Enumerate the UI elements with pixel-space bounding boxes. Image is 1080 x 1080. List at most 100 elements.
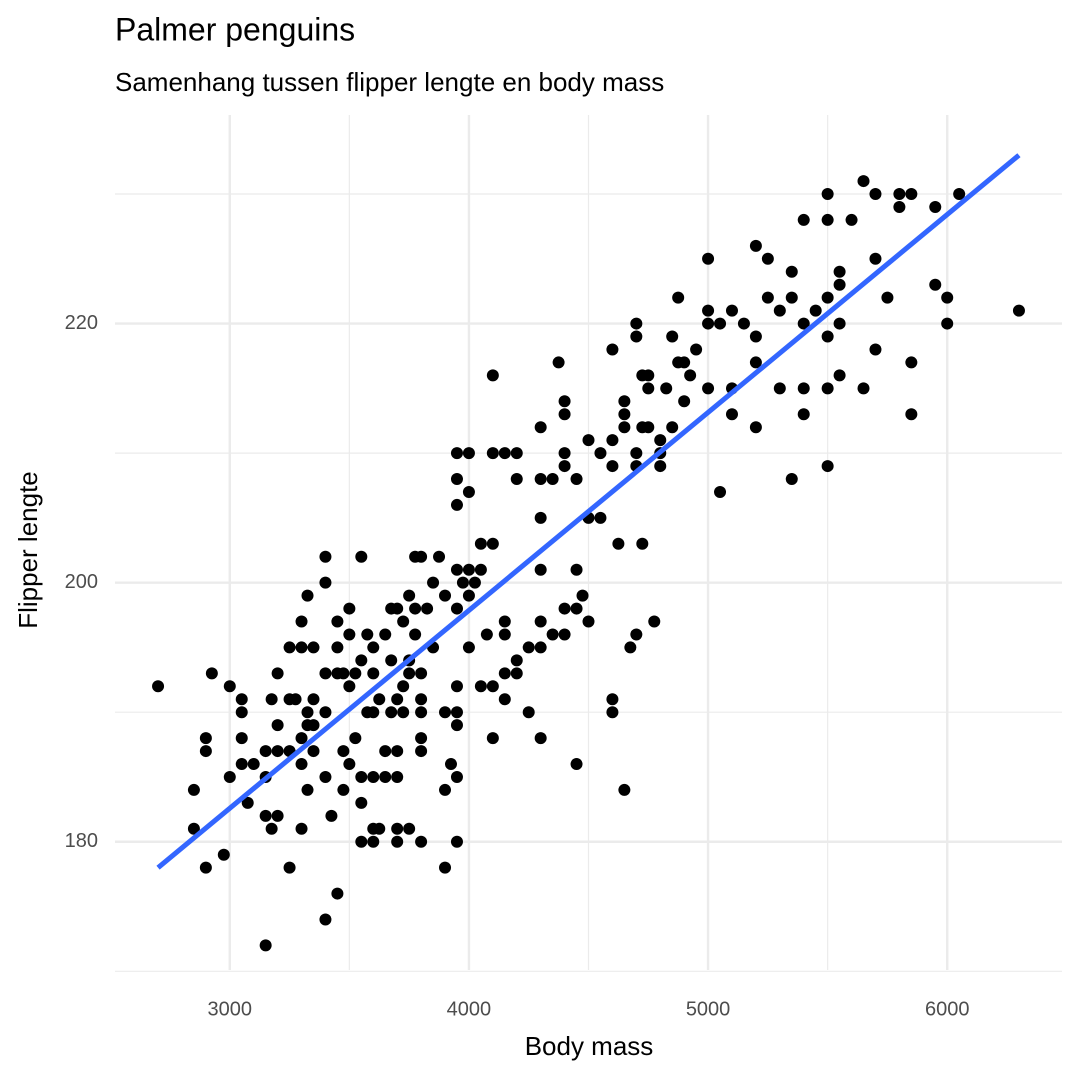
point xyxy=(606,343,619,356)
point xyxy=(444,758,457,771)
point xyxy=(797,317,810,330)
point xyxy=(761,291,774,304)
point xyxy=(833,265,846,278)
point xyxy=(606,434,619,447)
point xyxy=(594,511,607,524)
point xyxy=(749,356,762,369)
point xyxy=(235,732,248,745)
point xyxy=(498,628,511,641)
point xyxy=(319,913,332,926)
point xyxy=(415,550,428,563)
point xyxy=(450,602,463,615)
point xyxy=(749,239,762,252)
fit-line xyxy=(156,153,1021,870)
point xyxy=(343,628,356,641)
point xyxy=(307,641,320,654)
point xyxy=(456,576,469,589)
point xyxy=(205,667,218,680)
point xyxy=(642,421,655,434)
point xyxy=(821,291,834,304)
point xyxy=(749,330,762,343)
point xyxy=(785,291,798,304)
point xyxy=(773,382,786,395)
point xyxy=(307,719,320,732)
point xyxy=(409,628,422,641)
point xyxy=(409,602,422,615)
point xyxy=(295,641,308,654)
point xyxy=(905,356,918,369)
point xyxy=(265,822,278,835)
point xyxy=(415,732,428,745)
point xyxy=(648,615,661,628)
point xyxy=(612,537,625,550)
x-tick-label: 6000 xyxy=(925,998,970,1020)
point xyxy=(953,188,966,201)
point xyxy=(570,758,583,771)
point xyxy=(415,835,428,848)
point xyxy=(606,706,619,719)
point xyxy=(558,447,571,460)
point xyxy=(439,783,452,796)
point xyxy=(355,770,368,783)
point xyxy=(385,654,398,667)
point xyxy=(259,939,272,952)
point xyxy=(307,745,320,758)
point xyxy=(235,706,248,719)
point xyxy=(606,460,619,473)
point xyxy=(821,382,834,395)
point xyxy=(373,822,386,835)
point xyxy=(474,563,487,576)
point xyxy=(397,615,410,628)
point xyxy=(462,589,475,602)
point xyxy=(510,447,523,460)
y-axis-label: Flipper lengte xyxy=(13,471,43,629)
point xyxy=(397,706,410,719)
point xyxy=(433,550,446,563)
point xyxy=(821,188,834,201)
point xyxy=(510,654,523,667)
point xyxy=(319,770,332,783)
point xyxy=(403,822,416,835)
point xyxy=(905,408,918,421)
point xyxy=(869,343,882,356)
point xyxy=(223,680,236,693)
point xyxy=(630,317,643,330)
point xyxy=(821,460,834,473)
point xyxy=(534,421,547,434)
y-tick-label: 200 xyxy=(65,571,98,593)
point xyxy=(714,317,727,330)
point xyxy=(397,680,410,693)
point xyxy=(797,382,810,395)
point xyxy=(367,770,380,783)
point xyxy=(379,745,392,758)
point xyxy=(462,485,475,498)
point xyxy=(881,291,894,304)
point xyxy=(283,861,296,874)
point xyxy=(678,395,691,408)
point xyxy=(534,511,547,524)
point xyxy=(522,641,535,654)
point xyxy=(343,758,356,771)
point xyxy=(702,252,715,265)
point xyxy=(618,408,631,421)
point xyxy=(325,809,338,822)
point xyxy=(737,317,750,330)
point xyxy=(199,745,212,758)
point xyxy=(833,317,846,330)
point xyxy=(654,460,667,473)
point xyxy=(450,770,463,783)
point xyxy=(450,706,463,719)
point xyxy=(486,537,499,550)
chart-subtitle: Samenhang tussen flipper lengte en body … xyxy=(115,67,664,97)
point xyxy=(833,278,846,291)
point xyxy=(845,213,858,226)
point xyxy=(319,550,332,563)
x-tick-label: 5000 xyxy=(686,998,731,1020)
point xyxy=(462,641,475,654)
point xyxy=(702,382,715,395)
y-tick-label: 220 xyxy=(65,312,98,334)
point xyxy=(391,602,404,615)
point xyxy=(295,758,308,771)
point xyxy=(618,783,631,796)
